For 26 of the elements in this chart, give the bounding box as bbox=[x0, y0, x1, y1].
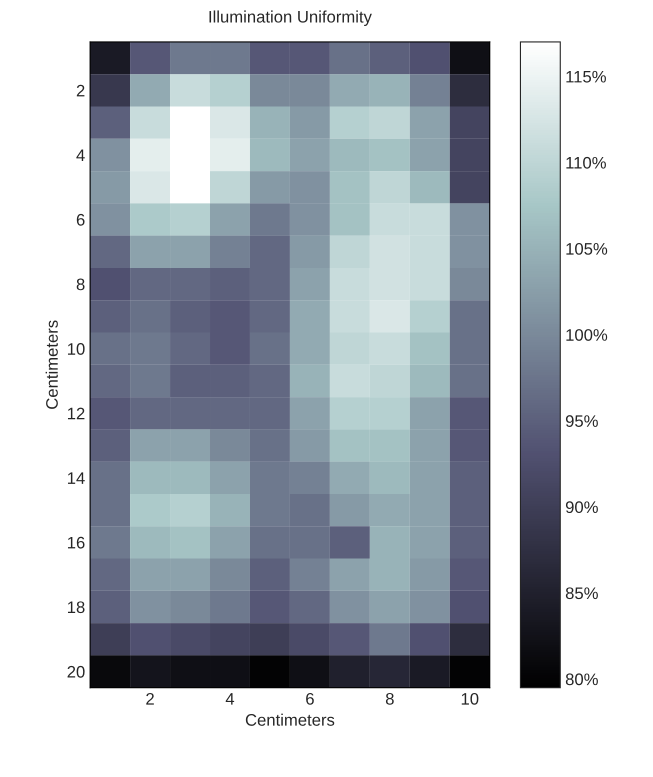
x-tick-label: 4 bbox=[226, 693, 234, 705]
y-axis-title: Centimeters bbox=[46, 320, 58, 409]
color-bar-label: 95% bbox=[566, 415, 598, 427]
y-tick-label: 8 bbox=[76, 278, 85, 290]
y-tick-label: 14 bbox=[68, 472, 85, 484]
x-tick-label: 8 bbox=[386, 692, 394, 705]
y-tick-label: 16 bbox=[68, 536, 85, 549]
y-tick-label: 12 bbox=[68, 408, 84, 420]
x-tick-label: 2 bbox=[146, 692, 154, 705]
color-bar-label: 115% bbox=[566, 70, 606, 83]
color-bar-label: 80% bbox=[566, 673, 598, 686]
x-tick-label: 10 bbox=[462, 692, 478, 705]
y-tick-label: 2 bbox=[76, 84, 84, 96]
chart-title: Illumination Uniformity bbox=[210, 10, 372, 26]
color-bar-label: 110% bbox=[566, 156, 606, 169]
y-tick-label: 20 bbox=[68, 666, 85, 678]
y-tick-label: 4 bbox=[76, 150, 85, 161]
y-tick-label: 10 bbox=[68, 343, 85, 355]
color-bar-label: 100% bbox=[566, 329, 608, 341]
color-bar-label: 85% bbox=[566, 587, 598, 600]
x-tick-label: 6 bbox=[306, 692, 314, 705]
color-bar-label: 105% bbox=[566, 242, 608, 255]
y-tick-label: 6 bbox=[76, 214, 85, 226]
x-axis-title: Centimeters bbox=[246, 714, 334, 726]
y-tick-label: 18 bbox=[68, 601, 85, 614]
color-bar-label: 90% bbox=[566, 501, 598, 514]
